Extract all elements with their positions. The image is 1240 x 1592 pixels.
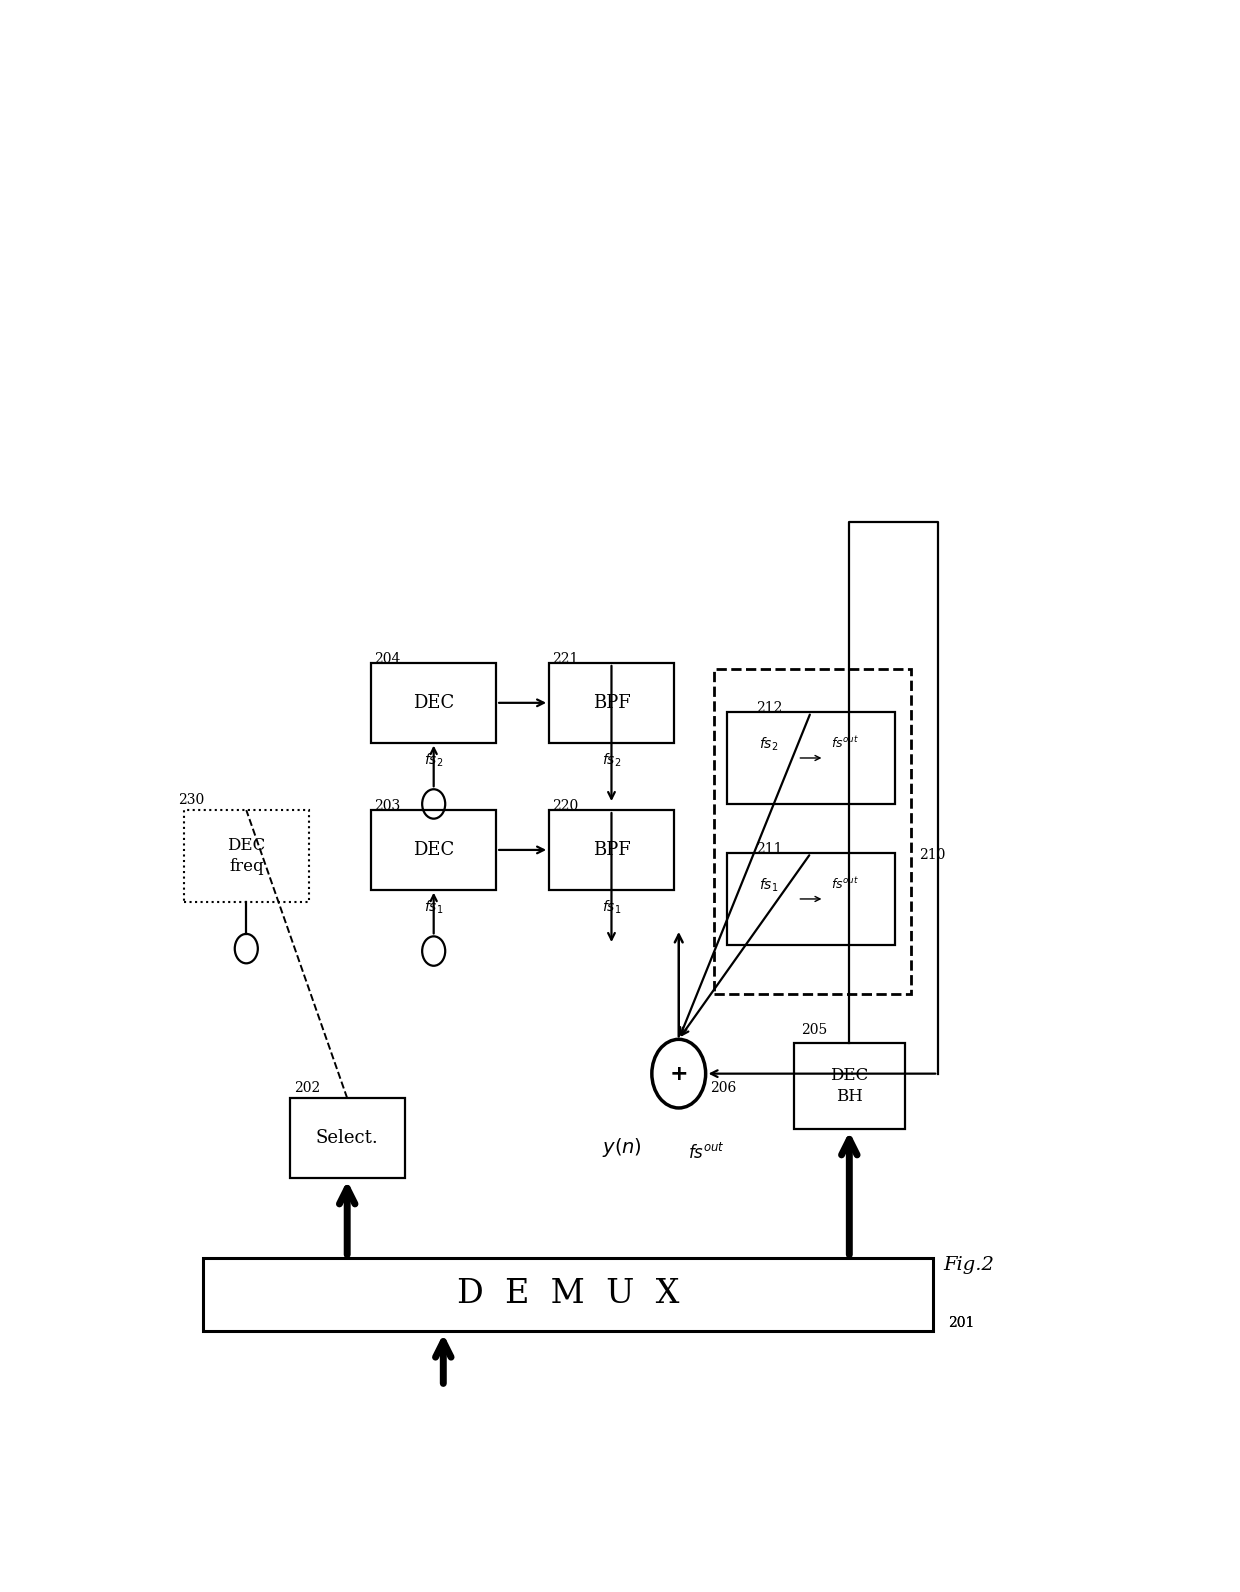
Text: DEC
freq: DEC freq [227, 837, 265, 876]
Text: DEC: DEC [413, 841, 454, 860]
Text: 201: 201 [947, 1317, 975, 1331]
Text: $fs_{2}$: $fs_{2}$ [759, 736, 779, 753]
Text: $y(n)$: $y(n)$ [601, 1137, 642, 1159]
Text: 205: 205 [801, 1024, 827, 1038]
Bar [184, 810, 309, 903]
Text: $fs^{out}$: $fs^{out}$ [831, 877, 859, 892]
Text: 230: 230 [179, 793, 205, 807]
Bar [290, 1098, 404, 1178]
Text: DEC: DEC [413, 694, 454, 712]
Text: 212: 212 [755, 700, 782, 715]
Text: +: + [670, 1063, 688, 1084]
Text: $fs_{1}$: $fs_{1}$ [424, 899, 444, 917]
Bar [549, 810, 675, 890]
Text: DEC
BH: DEC BH [831, 1067, 868, 1105]
Bar [371, 810, 496, 890]
Text: $fs^{out}$: $fs^{out}$ [688, 1143, 725, 1164]
Text: $fs_{1}$: $fs_{1}$ [759, 876, 779, 893]
Bar [371, 662, 496, 742]
Text: 206: 206 [711, 1081, 737, 1095]
Text: 201: 201 [947, 1317, 975, 1331]
Bar [727, 853, 895, 946]
Text: $fs_{2}$: $fs_{2}$ [601, 751, 621, 769]
Bar [727, 712, 895, 804]
Text: 221: 221 [552, 653, 578, 665]
Text: $fs^{out}$: $fs^{out}$ [831, 736, 859, 751]
Text: D  E  M  U  X: D E M U X [458, 1278, 680, 1310]
Text: 220: 220 [552, 799, 578, 814]
Text: 203: 203 [374, 799, 401, 814]
Bar [714, 669, 911, 993]
Text: BPF: BPF [593, 841, 630, 860]
Text: Select.: Select. [316, 1129, 378, 1146]
Text: BPF: BPF [593, 694, 630, 712]
Text: $fs_{1}$: $fs_{1}$ [601, 899, 621, 917]
Text: 210: 210 [919, 849, 945, 863]
Text: 204: 204 [374, 653, 401, 665]
Text: $fs_{2}$: $fs_{2}$ [424, 751, 444, 769]
Text: Fig.2: Fig.2 [942, 1256, 994, 1274]
Bar [549, 662, 675, 742]
Bar [203, 1258, 934, 1331]
Text: 202: 202 [294, 1081, 321, 1095]
Bar [794, 1043, 905, 1129]
Text: 211: 211 [755, 842, 782, 856]
